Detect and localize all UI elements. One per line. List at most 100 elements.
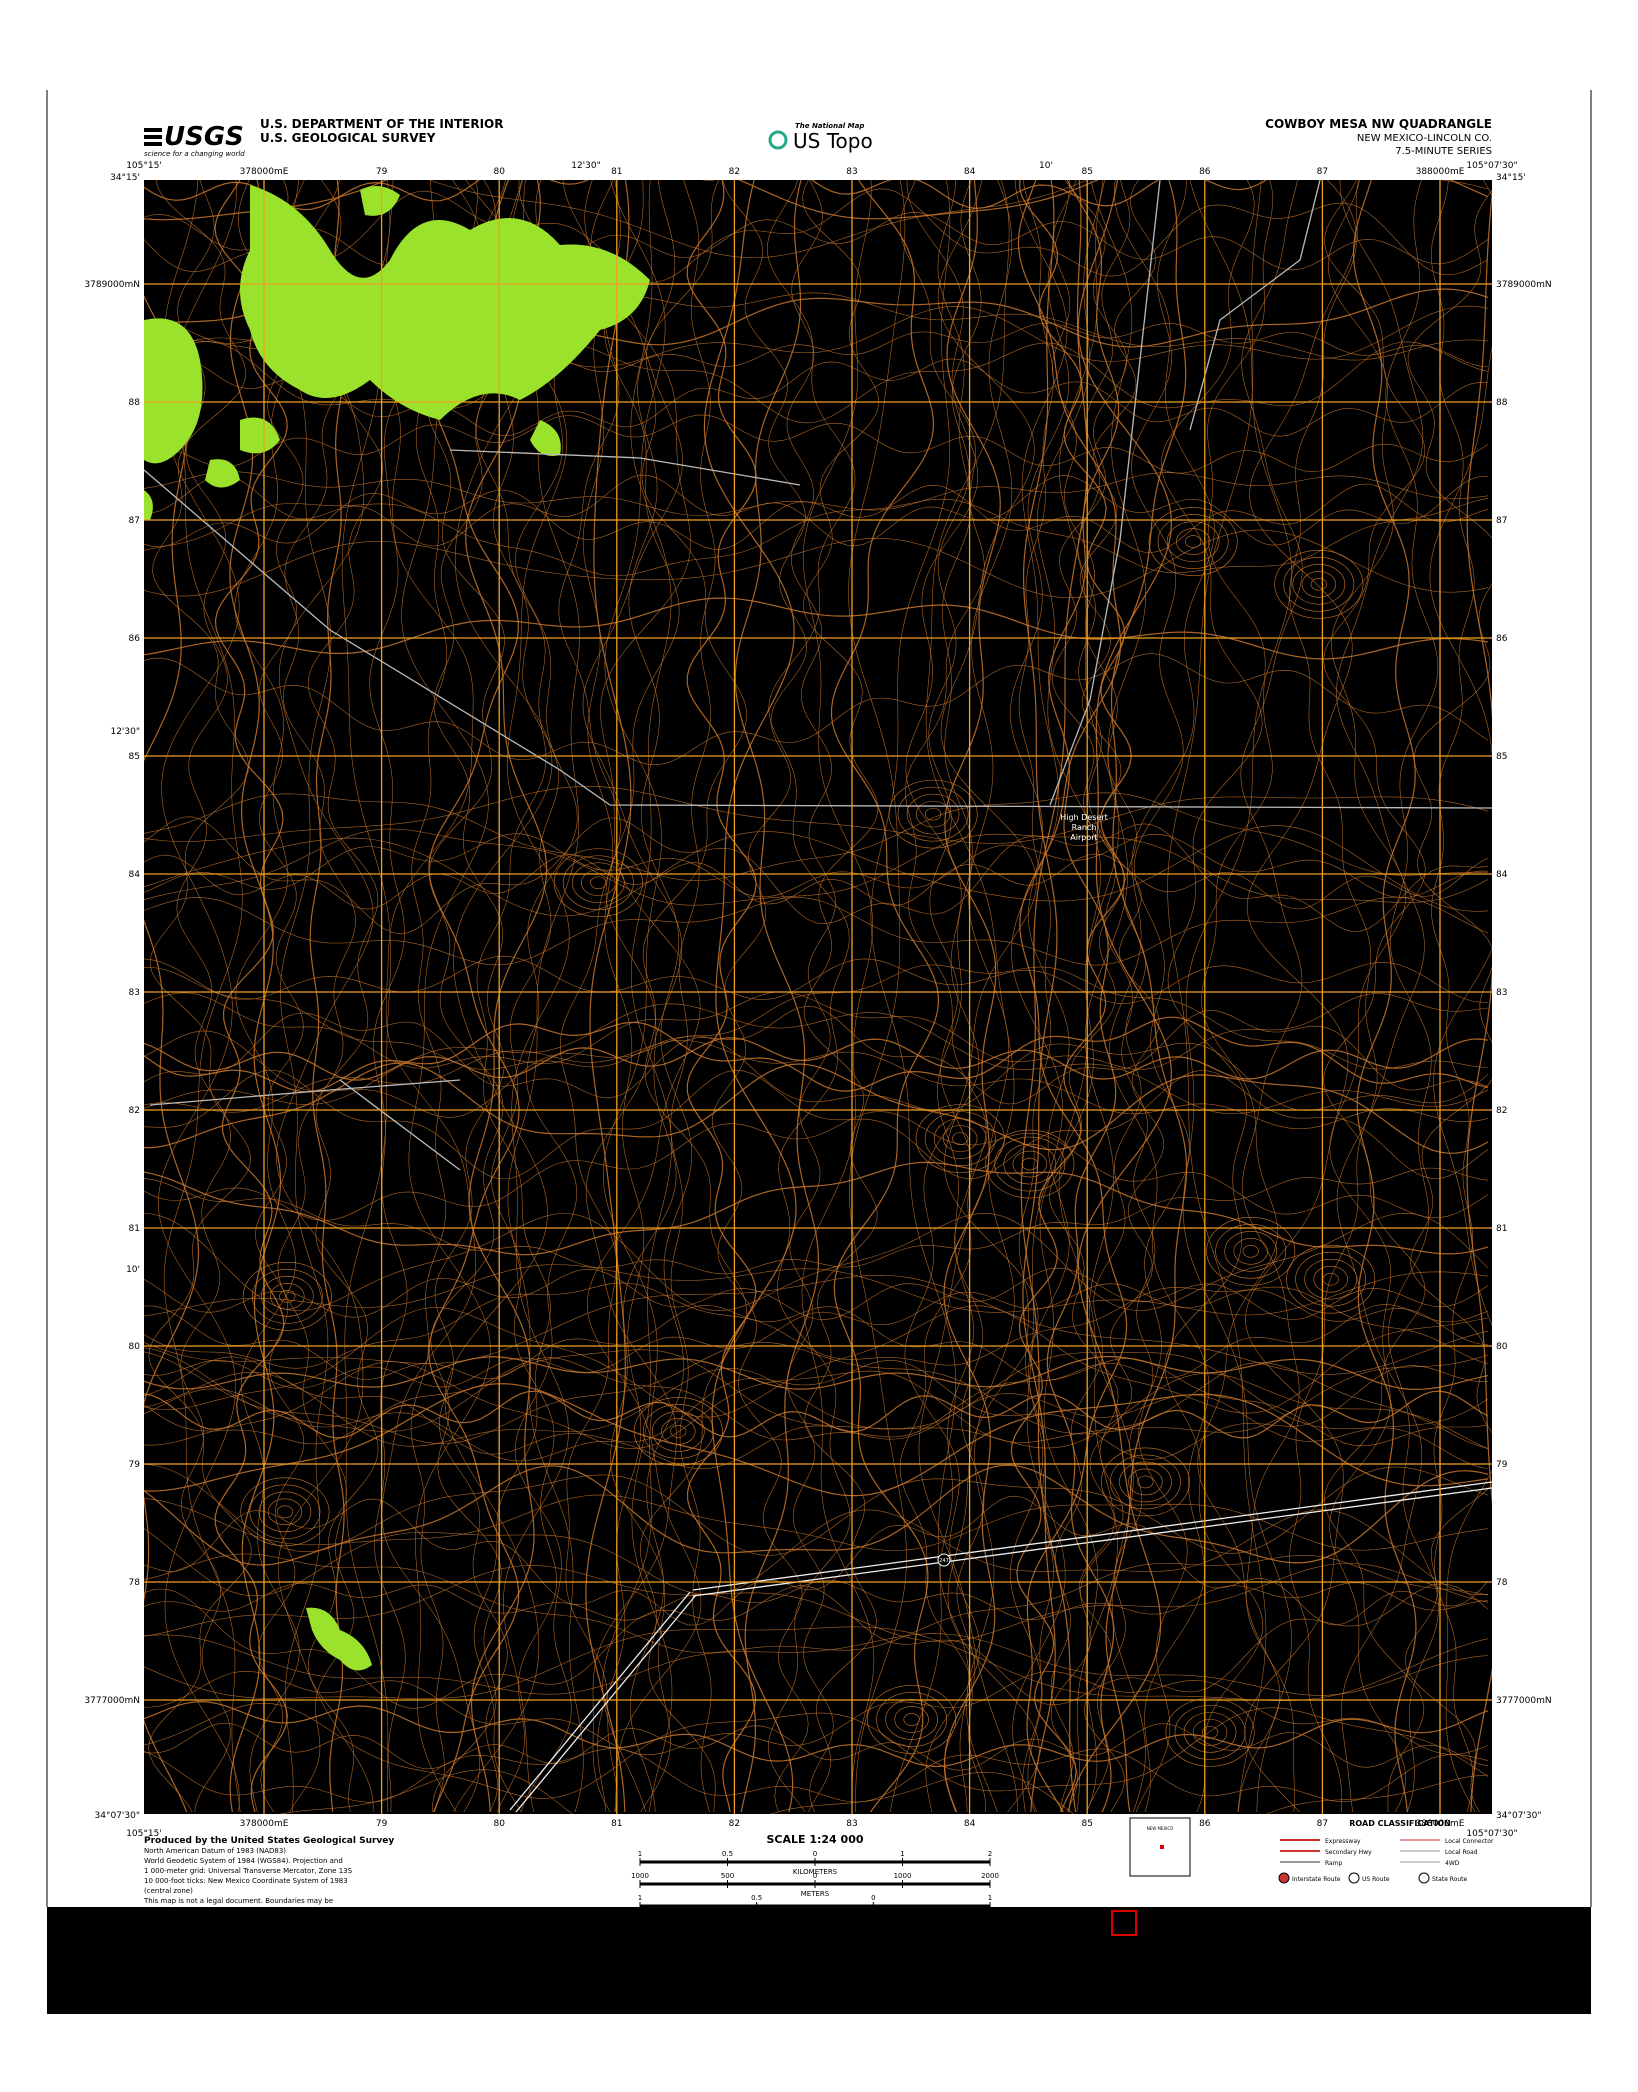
contour: [603, 180, 680, 1813]
grid-label: 86: [1496, 634, 1508, 644]
contour: [876, 1692, 948, 1747]
contour: [214, 180, 288, 1813]
grid-label: 86: [1199, 1819, 1211, 1829]
contour: [586, 180, 702, 1813]
contour: [1182, 180, 1293, 1813]
contour: [590, 876, 607, 890]
contour: [144, 1722, 1489, 1771]
contour: [1323, 180, 1426, 1813]
route-label: Interstate Route: [1292, 1876, 1341, 1883]
grid-label: 3777000mN: [1496, 1696, 1552, 1706]
contour: [144, 964, 1489, 1070]
contour: [830, 180, 940, 1813]
contour: [1192, 1719, 1228, 1746]
contour: [1021, 1157, 1038, 1171]
footer-band: [47, 1907, 1591, 2014]
contour: [670, 1425, 687, 1438]
contour: [144, 653, 1489, 766]
contour: [144, 471, 1489, 516]
contour: [144, 1388, 1489, 1470]
grid-label: 87: [129, 516, 140, 526]
grid-label: 3789000mN: [1496, 280, 1552, 290]
corner: 10': [1039, 161, 1053, 171]
contour: [1215, 1223, 1287, 1279]
locator: [1129, 1817, 1191, 1877]
scale-unit: MILES: [805, 1912, 826, 1920]
contour: [553, 848, 643, 918]
contour: [802, 180, 880, 1813]
locator-dot: [1160, 1845, 1164, 1849]
grid-label: 84: [964, 1819, 976, 1829]
grid-label: 378000mE: [240, 167, 289, 177]
contour: [144, 1509, 1489, 1597]
contour: [144, 1016, 1489, 1093]
scale-label: 2: [988, 1850, 992, 1858]
contour: [1183, 1712, 1237, 1753]
grid-label: 84: [964, 167, 976, 177]
grid-label: 85: [1081, 1819, 1092, 1829]
contour: [1224, 1230, 1278, 1272]
scale-label: 0: [871, 1894, 875, 1902]
contour: [952, 1132, 969, 1145]
contour: [309, 180, 346, 1813]
contour: [1022, 180, 1058, 1813]
grid-label: 79: [376, 167, 388, 177]
contour: [786, 180, 836, 1813]
contour: [144, 1267, 1489, 1320]
contour: [144, 1274, 1489, 1375]
contour: [899, 180, 987, 1813]
contour: [1404, 189, 1492, 1813]
contour: [144, 1283, 1489, 1389]
grid-label: 388000mE: [1416, 1819, 1465, 1829]
road-label: Local Road: [1445, 1849, 1478, 1856]
contour: [258, 1491, 312, 1533]
grid-label: 80: [493, 1819, 505, 1829]
contour: [585, 180, 632, 1813]
map-label: High Desert: [1060, 813, 1108, 822]
contour: [144, 180, 1268, 211]
contour: [628, 180, 693, 1813]
airport-label: High Desert Ranch Airport: [1060, 813, 1108, 842]
contour: [144, 1341, 1489, 1445]
contour: [260, 1276, 314, 1317]
grid-label: 81: [129, 1224, 140, 1234]
road-label: Expressway: [1325, 1838, 1361, 1845]
scale-label: 1: [900, 1850, 904, 1858]
contour: [144, 356, 1489, 437]
contour: [1137, 1475, 1154, 1489]
contour: [766, 180, 856, 1813]
contour: [712, 180, 809, 1813]
contour: [1166, 521, 1220, 562]
contour: [276, 1505, 294, 1519]
contour: [661, 1418, 696, 1445]
map: [144, 180, 1492, 1814]
contour: [633, 1397, 723, 1466]
contour: [242, 1262, 332, 1331]
contour: [936, 180, 974, 1813]
credit: This map is not a legal document. Bounda…: [143, 1897, 333, 1905]
corner: 34°07'30": [1496, 1811, 1541, 1821]
contour: [144, 1563, 1489, 1642]
corner: 105°07'30": [1466, 1829, 1517, 1839]
contour: [144, 1167, 1489, 1275]
contour: [514, 180, 578, 1813]
grid-label: 80: [493, 167, 505, 177]
contour: [144, 1702, 1489, 1799]
contour: [1165, 1698, 1255, 1767]
contour: [249, 1484, 321, 1540]
contour: [144, 529, 1489, 599]
contour: [1131, 180, 1190, 1813]
contour: [279, 1769, 1489, 1814]
contour: [581, 869, 616, 897]
contour: [144, 1748, 1489, 1803]
contour: [234, 180, 300, 1813]
grid-label: 85: [1496, 752, 1507, 762]
contour: [144, 1390, 1489, 1439]
contour: [144, 1357, 1489, 1447]
map-label: Airport: [1070, 833, 1097, 842]
route-label: State Route: [1432, 1876, 1468, 1883]
grid-label: 88: [1496, 398, 1508, 408]
contour: [144, 1037, 1489, 1081]
grid-label: 81: [1496, 1224, 1507, 1234]
contour: [985, 1129, 1075, 1199]
